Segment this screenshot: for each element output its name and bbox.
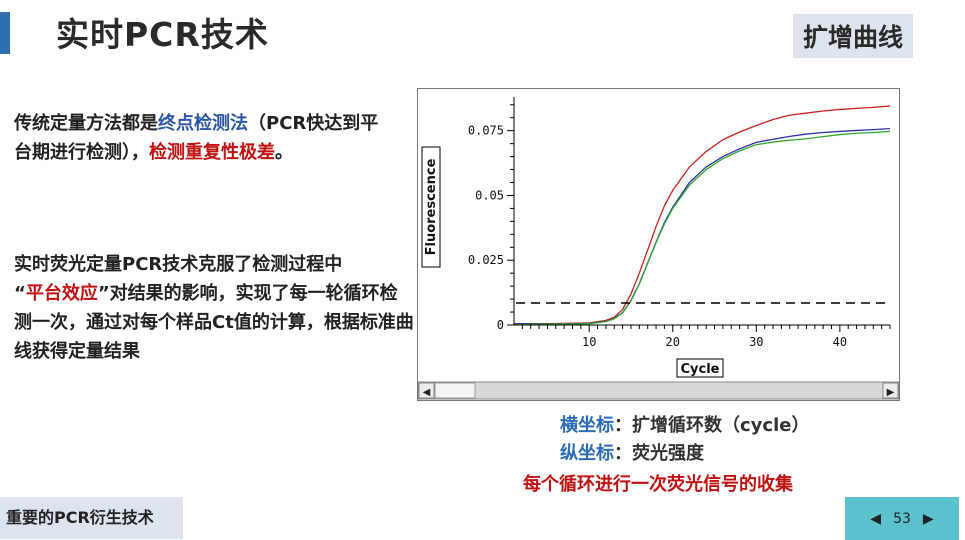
- para1-highlight-endpoint: 终点检测法: [158, 113, 248, 134]
- para2-text-a: 实时荧光定量PCR技术克服了检测过程中: [14, 254, 343, 275]
- paragraph-endpoint-detection: 传统定量方法都是终点检测法（PCR快达到平台期进行检测），检测重复性极差。: [14, 109, 394, 167]
- y-axis-label: Fluorescence: [421, 146, 441, 268]
- x-tick-label: 40: [833, 335, 847, 349]
- para1-text-c: （PCR快达到平台期进行检测），: [14, 113, 379, 163]
- scrollbar-track[interactable]: [418, 381, 899, 400]
- y-tick-label: 0.025: [468, 253, 504, 267]
- prev-page-icon[interactable]: ◀: [870, 510, 882, 527]
- caption-x-value: ：扩增循环数（cycle）: [614, 415, 810, 436]
- x-tick-label: 10: [582, 335, 596, 349]
- series-line-blue: [513, 127, 891, 325]
- para1-text-e: 。: [275, 142, 293, 163]
- para1-highlight-poor-repeatability: 检测重复性极差: [149, 142, 275, 163]
- x-tick-label: 20: [666, 335, 680, 349]
- section-tag: 扩增曲线: [792, 14, 913, 58]
- ticks-layer: 10 20 30 40 0 0.025 0.05 0.075: [468, 104, 891, 349]
- x-axis-label-text: Cycle: [681, 362, 720, 377]
- caption-x-axis: 横坐标：扩增循环数（cycle）: [560, 411, 809, 437]
- para1-text-a: 传统定量方法都是: [14, 113, 158, 134]
- caption-y-key: 纵坐标: [560, 443, 614, 464]
- page-number: 53: [893, 510, 911, 527]
- x-axis-label: Cycle: [676, 358, 724, 378]
- caption-y-axis: 纵坐标：荧光强度: [560, 439, 704, 465]
- y-tick-label: 0.05: [475, 188, 504, 202]
- y-tick-label: 0: [497, 318, 504, 332]
- caption-collection-note: 每个循环进行一次荧光信号的收集: [523, 474, 793, 495]
- footer-section-title: 重要的PCR衍生技术: [0, 497, 183, 539]
- scroll-thumb[interactable]: [434, 382, 476, 399]
- para2-highlight-plateau-effect: 平台效应: [25, 283, 98, 304]
- paragraph-realtime-pcr: 实时荧光定量PCR技术克服了检测过程中 “平台效应”对结果的影响，实现了每一轮循环…: [14, 250, 414, 366]
- para2-text-d: ”对结果的影响，实现了每一轮循环检测一次，通过对每个样品Ct值的计算，根据标准曲…: [14, 283, 414, 362]
- series-line-red: [514, 105, 891, 325]
- scroll-right-button[interactable]: [882, 382, 899, 399]
- amplification-chart: 10 20 30 40 0 0.025 0.05 0.075 Fluorescence Cyc…: [417, 88, 900, 401]
- x-tick-label: 30: [749, 335, 763, 349]
- amplification-chart-svg: 10 20 30 40 0 0.025 0.05 0.075 Fluorescence Cyc…: [418, 97, 899, 400]
- caption-y-value: ：荧光强度: [614, 443, 704, 464]
- scroll-left-arrow-icon: ◀: [423, 387, 431, 398]
- page-navigation: ◀ 53 ▶: [845, 497, 959, 540]
- scroll-right-arrow-icon: ▶: [887, 387, 895, 398]
- scroll-left-button[interactable]: [418, 382, 435, 399]
- y-tick-label: 0.075: [468, 124, 504, 138]
- horizontal-scrollbar[interactable]: ◀ ▶: [418, 381, 899, 400]
- series-line-green: [513, 130, 891, 326]
- para2-quote-open: “: [14, 283, 26, 304]
- y-axis-label-text: Fluorescence: [424, 158, 439, 255]
- series-layer: [513, 105, 891, 326]
- slide-title: 实时PCR技术: [56, 15, 269, 54]
- next-page-icon[interactable]: ▶: [922, 510, 934, 527]
- caption-x-key: 横坐标: [560, 415, 614, 436]
- title-accent-bar: [0, 12, 10, 54]
